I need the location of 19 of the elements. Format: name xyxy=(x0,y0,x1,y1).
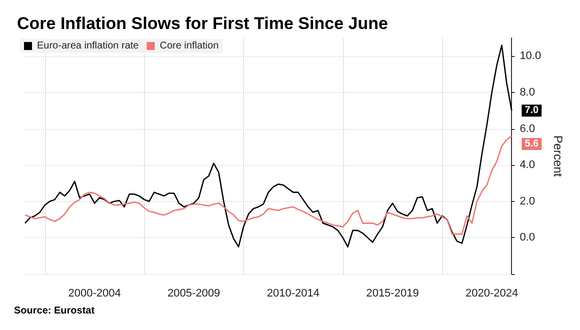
y-tick-label: 0.0 xyxy=(520,232,535,244)
legend-label: Euro-area inflation rate xyxy=(37,40,140,52)
x-tick-label: 2015-2019 xyxy=(366,288,419,300)
y-tick-label: 4.0 xyxy=(520,159,535,172)
y-tick-label: 10.0 xyxy=(520,50,542,62)
legend-label: Core inflation xyxy=(160,40,219,52)
y-tick-label: 6.0 xyxy=(520,122,535,135)
x-tick-label: 2000-2004 xyxy=(68,288,121,300)
x-tick-label: 2005-2009 xyxy=(168,288,220,300)
x-tick-label: 2020-2024 xyxy=(466,288,518,300)
data-label: 7.0 xyxy=(524,105,540,116)
y-axis-title: Percent xyxy=(551,135,565,178)
y-tick-label: 8.0 xyxy=(520,86,535,98)
x-tick-label: 2010-2014 xyxy=(266,288,320,300)
line-series xyxy=(24,135,512,235)
y-tick-label: 2.0 xyxy=(520,195,535,208)
source-note: Source: Eurostat xyxy=(14,306,96,316)
chart-title: Core Inflation Slows for First Time Since June xyxy=(17,14,388,33)
data-label: 5.6 xyxy=(524,138,540,150)
